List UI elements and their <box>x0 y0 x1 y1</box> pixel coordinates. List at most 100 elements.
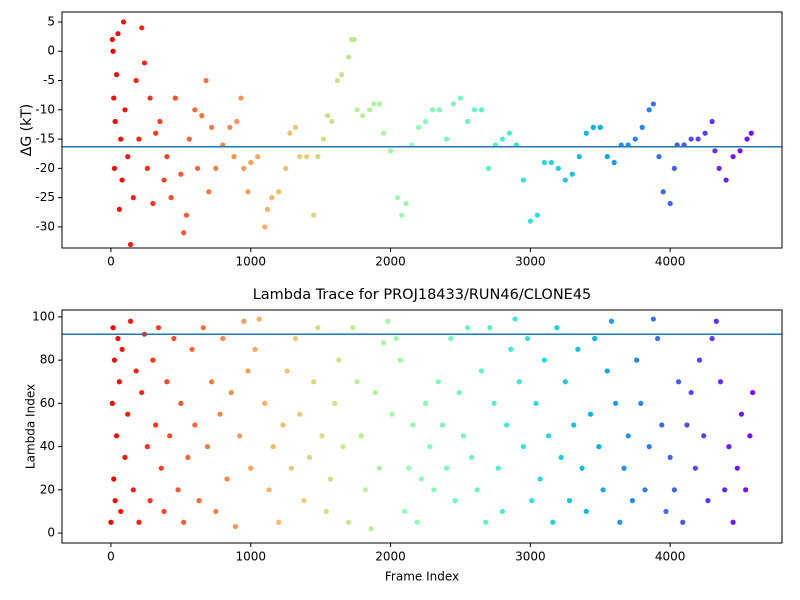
point <box>189 346 195 352</box>
point <box>456 389 462 396</box>
point <box>418 476 424 482</box>
point <box>122 454 128 461</box>
point <box>569 171 575 177</box>
point <box>744 136 750 142</box>
point <box>414 519 420 525</box>
point <box>469 454 475 461</box>
y-tick-label: 60 <box>40 396 55 410</box>
x-tick-label: 4000 <box>655 255 686 269</box>
point <box>634 357 640 363</box>
point <box>133 368 139 374</box>
point <box>376 101 382 107</box>
point <box>611 159 617 166</box>
point <box>358 433 364 439</box>
point <box>512 316 518 322</box>
point <box>109 36 115 43</box>
point <box>127 318 134 324</box>
point <box>452 498 458 504</box>
point <box>483 519 489 525</box>
point <box>130 195 136 201</box>
point <box>269 195 275 201</box>
x-tick-label: 3000 <box>515 255 546 269</box>
point <box>224 476 230 482</box>
y-tick-label: 0 <box>47 526 55 540</box>
point <box>608 318 615 324</box>
point <box>562 379 568 385</box>
point <box>332 400 338 406</box>
point <box>541 159 547 166</box>
point <box>288 465 294 471</box>
point <box>351 36 357 43</box>
y-tick-label: -5 <box>43 73 55 87</box>
point <box>397 357 403 363</box>
point <box>366 107 373 113</box>
point <box>748 130 754 136</box>
point <box>311 379 317 385</box>
point <box>730 154 736 160</box>
x-tick-label: 4000 <box>655 550 686 564</box>
point <box>136 519 142 525</box>
point <box>566 498 573 504</box>
point <box>722 487 728 493</box>
point <box>558 454 564 461</box>
x-tick-label: 0 <box>107 550 115 564</box>
point <box>217 411 223 417</box>
point <box>632 136 638 142</box>
point <box>499 136 505 142</box>
point <box>113 433 120 439</box>
point <box>213 508 219 515</box>
point <box>499 508 505 515</box>
point <box>120 19 127 25</box>
point <box>533 400 539 406</box>
point <box>642 487 648 493</box>
y-tick-label: -30 <box>35 219 55 233</box>
point <box>457 95 464 101</box>
point <box>389 411 395 417</box>
point <box>368 526 374 532</box>
point <box>175 487 181 493</box>
point <box>709 118 715 125</box>
point <box>385 318 391 324</box>
point <box>130 487 136 493</box>
point <box>178 171 184 177</box>
point <box>562 177 568 183</box>
point <box>621 465 627 471</box>
point <box>734 465 740 471</box>
point <box>111 357 118 363</box>
point <box>241 165 247 171</box>
point <box>178 400 184 406</box>
point <box>252 346 258 352</box>
point <box>245 368 251 374</box>
point <box>139 389 145 396</box>
point <box>238 95 244 101</box>
point <box>464 325 471 331</box>
point <box>262 400 268 406</box>
point <box>315 325 321 331</box>
point <box>750 389 756 396</box>
point <box>119 177 125 183</box>
point <box>393 335 399 342</box>
point <box>737 148 743 154</box>
axes-title: Lambda Trace for PROJ18433/RUN46/CLONE45 <box>253 287 592 303</box>
point <box>362 487 368 493</box>
point <box>587 411 594 417</box>
point <box>695 136 701 142</box>
point <box>527 218 533 224</box>
point <box>248 465 254 471</box>
point <box>688 136 694 142</box>
point <box>576 154 582 160</box>
point <box>241 318 247 324</box>
point <box>284 368 290 374</box>
point <box>192 422 198 428</box>
point <box>181 230 187 236</box>
point <box>524 335 531 342</box>
point <box>208 379 215 385</box>
point <box>150 200 156 207</box>
point <box>723 177 729 183</box>
point <box>555 165 561 171</box>
point <box>108 519 114 525</box>
point <box>629 498 636 504</box>
point <box>597 124 603 130</box>
point <box>545 433 552 439</box>
point <box>204 444 210 450</box>
